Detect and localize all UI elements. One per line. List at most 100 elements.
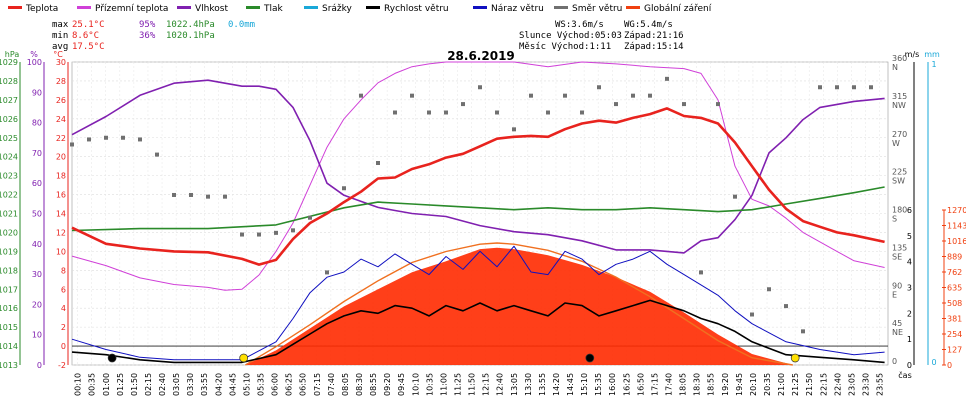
x-tick-23: 09:45 bbox=[397, 373, 406, 396]
info-mesic: Měsíc Východ:1:11 bbox=[519, 42, 611, 52]
stat-rain: 0.0mm bbox=[228, 20, 255, 30]
x-tick-26: 11:00 bbox=[439, 373, 448, 396]
wind-dir-point-24 bbox=[478, 85, 482, 90]
wind-dir-point-2 bbox=[104, 135, 108, 140]
x-tick-40: 16:50 bbox=[636, 373, 645, 396]
c-tick-10: 18 bbox=[56, 172, 66, 181]
info-slunce-zapad: Západ:21:16 bbox=[624, 31, 684, 41]
x-tick-0: 00:10 bbox=[74, 373, 83, 396]
wind-dir-point-16 bbox=[342, 186, 346, 191]
legend-swatch-5 bbox=[366, 6, 380, 9]
axis-title-time: čas bbox=[898, 370, 911, 380]
axis-title-mm: mm bbox=[924, 50, 940, 59]
stat-avg-label: avg bbox=[52, 42, 68, 52]
pct-tick-5: 50 bbox=[32, 210, 42, 219]
x-tick-53: 22:15 bbox=[819, 373, 828, 396]
x-tick-55: 23:05 bbox=[847, 373, 856, 396]
c-tick-14: 26 bbox=[56, 96, 66, 105]
legend: Teplota Přízemní teplota Vlhkost Tlak Srážky… bbox=[8, 4, 712, 14]
pct-tick-1: 10 bbox=[32, 331, 42, 340]
x-tick-44: 18:30 bbox=[693, 373, 702, 396]
c-tick-3: 4 bbox=[61, 304, 66, 313]
rad-tick-8: 1016 bbox=[947, 237, 966, 246]
axis-title-pct: % bbox=[30, 50, 38, 59]
rad-tick-9: 1143 bbox=[947, 222, 966, 231]
c-tick-6: 10 bbox=[56, 247, 66, 256]
hpa-tick-1: 1014 bbox=[0, 342, 18, 351]
wind-dir-point-1 bbox=[87, 137, 91, 142]
wind-dir-point-10 bbox=[240, 232, 244, 237]
dir-tick-label-4: S bbox=[892, 215, 897, 224]
c-tick-15: 28 bbox=[56, 77, 66, 86]
c-tick-16: 30 bbox=[56, 58, 66, 67]
x-tick-37: 15:35 bbox=[594, 373, 603, 396]
wind-dir-point-42 bbox=[784, 304, 788, 309]
wind-dir-point-23 bbox=[461, 102, 465, 107]
pct-tick-3: 30 bbox=[32, 270, 42, 279]
wind-dir-point-46 bbox=[852, 85, 856, 90]
marker-3 bbox=[790, 353, 800, 363]
c-tick-7: 12 bbox=[56, 228, 66, 237]
legend-swatch-7 bbox=[554, 6, 568, 9]
x-tick-22: 09:20 bbox=[383, 373, 392, 396]
c-tick-11: 20 bbox=[56, 153, 66, 162]
wind-dir-point-15 bbox=[325, 270, 329, 275]
x-tick-15: 06:25 bbox=[285, 373, 294, 396]
x-tick-7: 03:05 bbox=[172, 373, 181, 396]
chart-title: 28.6.2019 bbox=[447, 49, 515, 63]
axis-title-c: °C bbox=[53, 50, 63, 59]
legend-swatch-3 bbox=[246, 6, 260, 9]
wind-dir-point-26 bbox=[512, 127, 516, 132]
x-tick-25: 10:35 bbox=[425, 373, 434, 396]
dir-tick-4: 180 bbox=[892, 206, 907, 215]
x-tick-4: 01:50 bbox=[130, 373, 139, 396]
x-tick-24: 10:10 bbox=[411, 373, 420, 396]
wind-dir-point-19 bbox=[393, 110, 397, 115]
x-tick-8: 03:30 bbox=[186, 373, 195, 396]
pct-tick-9: 90 bbox=[32, 88, 42, 97]
x-tick-13: 05:35 bbox=[257, 373, 266, 396]
x-tick-10: 04:20 bbox=[214, 373, 223, 396]
x-tick-36: 15:10 bbox=[580, 373, 589, 396]
hpa-tick-2: 1015 bbox=[0, 323, 18, 332]
x-tick-31: 13:05 bbox=[510, 373, 519, 396]
dir-tick-label-7: NW bbox=[892, 101, 906, 110]
dir-tick-2: 90 bbox=[892, 281, 902, 290]
legend-label-0: Teplota bbox=[25, 4, 58, 14]
marker-0 bbox=[107, 353, 117, 363]
hpa-tick-7: 1020 bbox=[0, 228, 18, 237]
pct-tick-4: 40 bbox=[32, 240, 42, 249]
series-line-1 bbox=[71, 79, 885, 254]
dir-tick-6: 270 bbox=[892, 130, 907, 139]
c-tick-13: 24 bbox=[56, 115, 66, 124]
mm-tick-1: 1 bbox=[931, 60, 936, 69]
x-tick-5: 02:15 bbox=[144, 373, 153, 396]
wind-dir-point-11 bbox=[257, 232, 261, 237]
dir-tick-5: 225 bbox=[892, 168, 907, 177]
legend-swatch-0 bbox=[8, 6, 22, 9]
info-slunce: Slunce Východ:05:03 bbox=[519, 31, 622, 41]
marker-2 bbox=[585, 353, 595, 363]
wind-dir-point-35 bbox=[665, 76, 669, 81]
hpa-tick-4: 1017 bbox=[0, 285, 18, 294]
wind-dir-point-20 bbox=[410, 93, 414, 98]
x-tick-1: 00:35 bbox=[88, 373, 97, 396]
legend-swatch-4 bbox=[304, 6, 318, 9]
x-tick-27: 11:25 bbox=[454, 373, 463, 396]
ms-tick-5: 5 bbox=[907, 232, 912, 241]
c-tick-8: 14 bbox=[56, 210, 66, 219]
c-tick-0: -2 bbox=[58, 361, 66, 370]
rad-tick-6: 762 bbox=[947, 268, 962, 277]
ms-tick-1: 1 bbox=[907, 335, 912, 344]
wind-dir-point-8 bbox=[206, 194, 210, 199]
pct-tick-8: 80 bbox=[32, 119, 42, 128]
ms-tick-2: 2 bbox=[907, 309, 912, 318]
dir-tick-label-5: SW bbox=[892, 177, 905, 186]
wind-dir-point-9 bbox=[223, 194, 227, 199]
stat-min-temp: 8.6°C bbox=[72, 31, 99, 41]
rad-tick-4: 508 bbox=[947, 299, 962, 308]
x-tick-35: 14:45 bbox=[566, 373, 575, 396]
stat-min-press: 1020.1hPa bbox=[166, 31, 215, 41]
wind-dir-point-3 bbox=[121, 135, 125, 140]
